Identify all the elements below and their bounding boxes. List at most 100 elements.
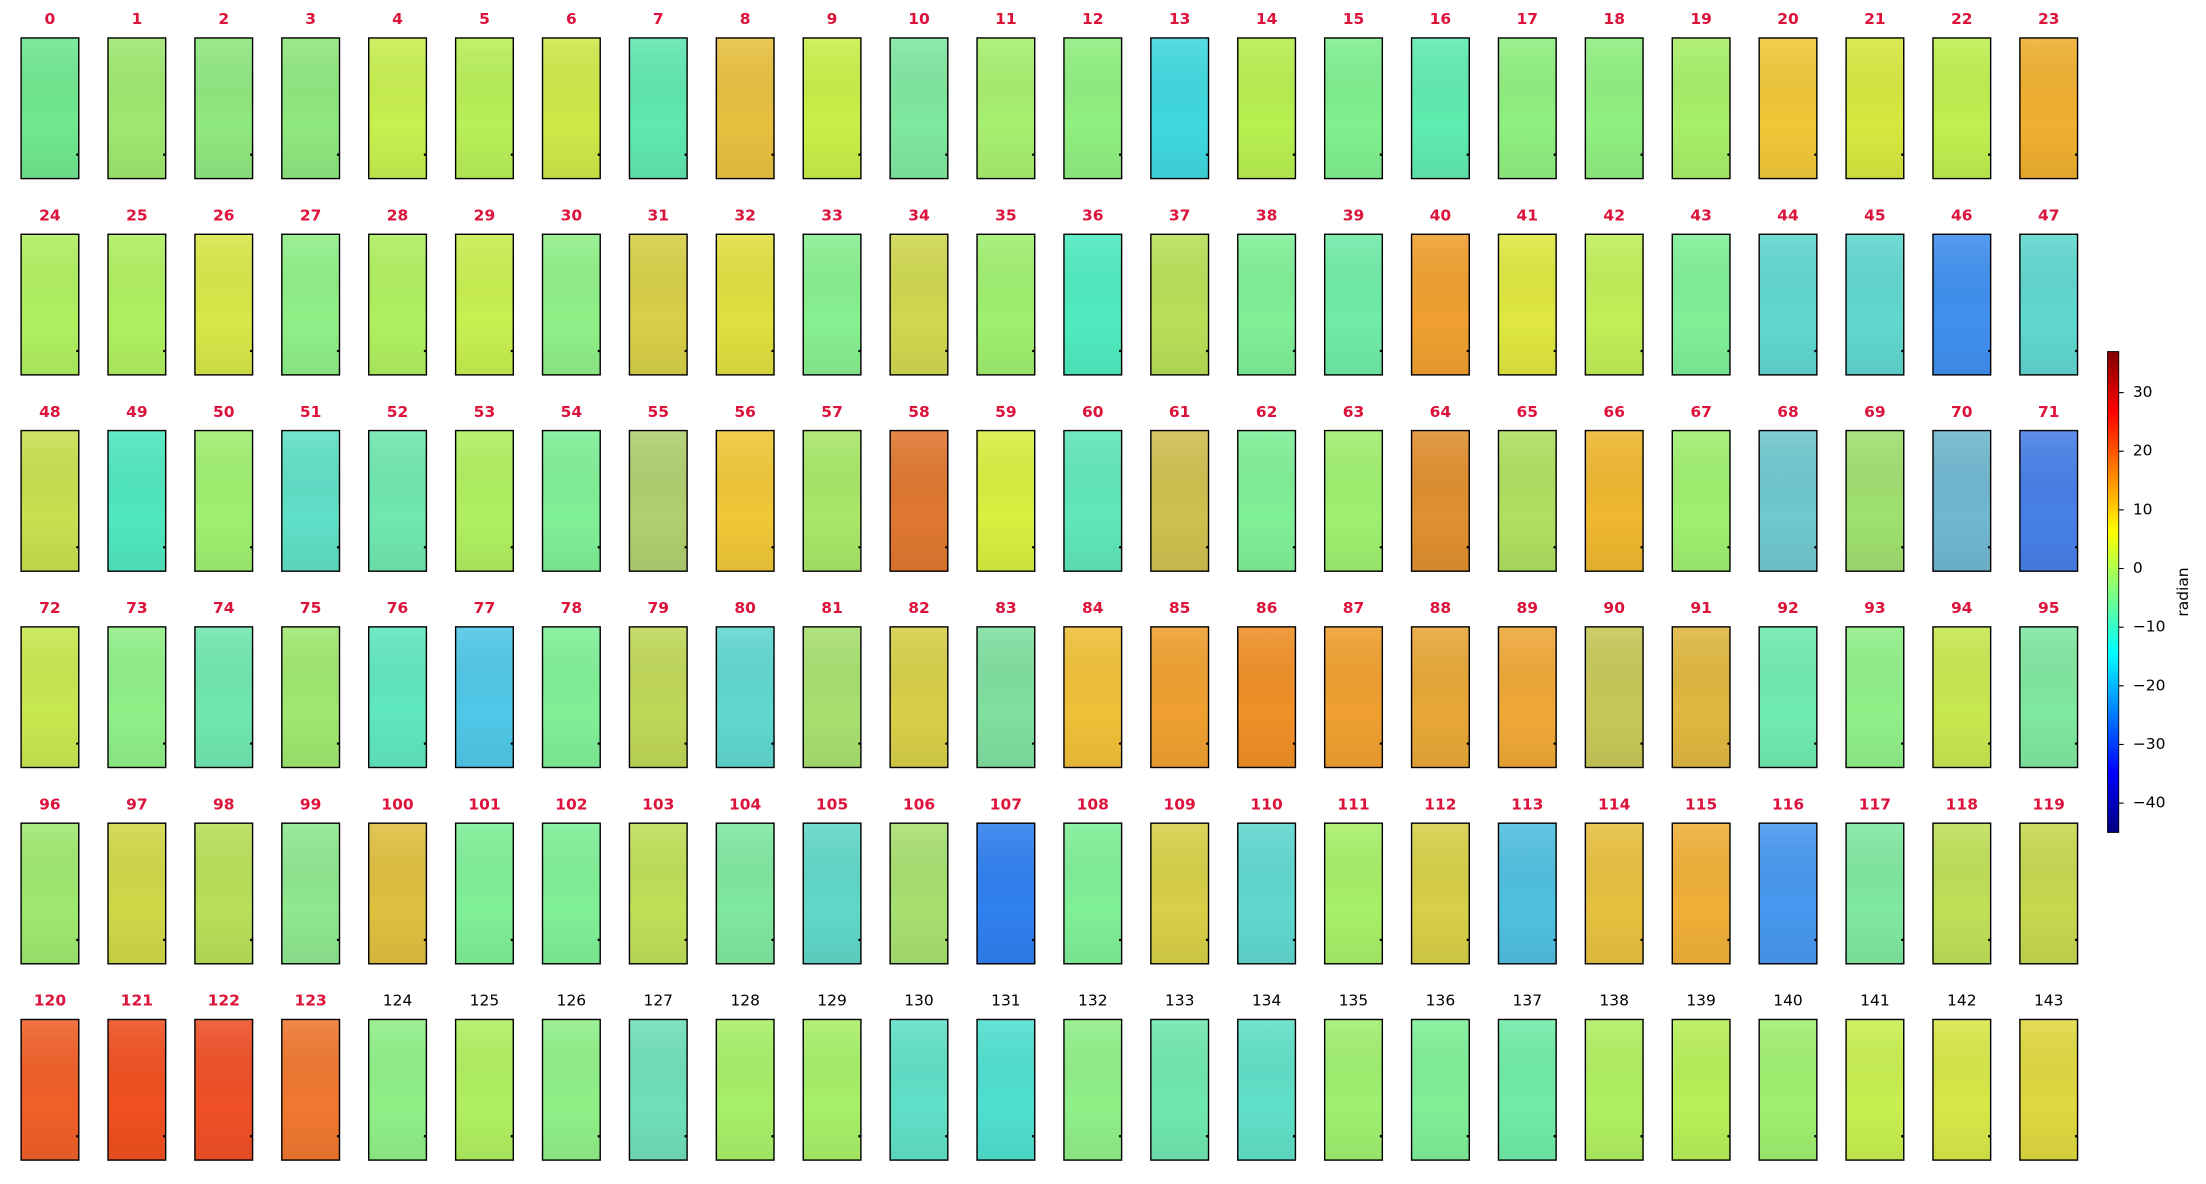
panel-marker — [771, 1134, 774, 1138]
panel-shade — [542, 234, 601, 375]
panel-shade — [455, 37, 514, 179]
panel-marker — [1553, 742, 1557, 745]
panel-title: 106 — [903, 795, 935, 813]
panel-frame — [1150, 822, 1210, 965]
panel-shade — [1237, 823, 1296, 964]
panel-marker — [1118, 1134, 1122, 1138]
panel-shade — [1846, 234, 1904, 375]
panel-shade — [1759, 430, 1817, 572]
panel-shade — [1498, 1019, 1557, 1161]
panel-frame — [1758, 626, 1818, 769]
panel-frame — [20, 626, 80, 769]
panel-shade — [977, 1019, 1035, 1161]
panel-marker — [945, 742, 948, 745]
panel-marker — [945, 153, 948, 156]
panel-title: 109 — [1164, 795, 1196, 813]
panel-frame — [1584, 233, 1644, 376]
panel-shade — [1324, 430, 1383, 572]
panel-frame — [281, 429, 341, 572]
panel-title: 143 — [2034, 992, 2064, 1010]
panel-shade — [194, 430, 253, 572]
panel-shade — [629, 37, 688, 179]
panel-frame — [1323, 626, 1384, 769]
panel-marker — [1901, 938, 1904, 942]
panel-title: 142 — [1947, 992, 1977, 1010]
panel-frame — [1063, 429, 1123, 572]
panel-shade — [1759, 823, 1817, 964]
panel-title: 115 — [1685, 795, 1717, 813]
panel-marker — [1292, 349, 1296, 353]
panel-shade — [890, 234, 948, 375]
panel-frame — [1063, 626, 1123, 769]
panel-title: 10 — [908, 10, 930, 28]
panel-frame — [715, 1018, 775, 1161]
panel-marker — [2074, 349, 2078, 353]
panel-marker — [423, 1134, 427, 1138]
panel-frame — [1584, 429, 1644, 572]
panel-title: 89 — [1517, 599, 1539, 617]
panel-title: 56 — [734, 403, 756, 421]
panel-frame — [1323, 429, 1384, 572]
panel-shade — [977, 823, 1035, 964]
panel-title: 141 — [1860, 992, 1890, 1010]
panel-title: 133 — [1165, 992, 1195, 1010]
panel-marker — [1466, 742, 1470, 745]
panel-marker — [1640, 742, 1643, 745]
panel-frame — [628, 822, 688, 965]
panel-title: 71 — [2038, 403, 2060, 421]
panel-title: 78 — [561, 599, 583, 617]
panel-shade — [455, 234, 514, 375]
panel-shade — [629, 430, 688, 572]
panel-shade — [1150, 626, 1209, 768]
panel-shade — [629, 626, 688, 768]
panel-frame — [1497, 37, 1557, 180]
panel-shade — [542, 1019, 601, 1161]
panel-frame — [368, 626, 428, 769]
panel-frame — [1410, 233, 1470, 376]
panel-frame — [1758, 822, 1818, 965]
panel-title: 35 — [995, 206, 1017, 224]
panel-frame — [1497, 429, 1557, 572]
panel-marker — [858, 546, 861, 549]
panel-frame — [1237, 626, 1297, 769]
panel-title: 125 — [470, 992, 500, 1010]
panel-shade — [803, 234, 861, 375]
panel-title: 91 — [1690, 599, 1712, 617]
panel-marker — [1901, 742, 1904, 745]
panel-title: 97 — [126, 795, 148, 813]
panel-marker — [336, 938, 340, 942]
panel-frame — [1323, 1018, 1384, 1161]
panel-title: 47 — [2038, 206, 2060, 224]
panel-marker — [1466, 546, 1470, 549]
panel-marker — [1292, 546, 1296, 549]
panel-frame — [1758, 429, 1818, 572]
panel-marker — [1987, 349, 1991, 353]
panel-frame — [1150, 626, 1210, 769]
panel-marker — [684, 546, 687, 549]
panel-shade — [1411, 37, 1470, 179]
panel-marker — [945, 349, 948, 353]
panel-frame — [976, 1018, 1036, 1161]
panel-frame — [1671, 233, 1731, 376]
panel-frame — [1758, 233, 1818, 376]
panel-title: 139 — [1686, 992, 1716, 1010]
panel-shade — [803, 823, 861, 964]
panel-frame — [20, 1018, 80, 1161]
panel-frame — [107, 37, 167, 180]
panel-frame — [1410, 429, 1470, 572]
panel-marker — [423, 546, 427, 549]
panel-frame — [2019, 626, 2079, 769]
panel-title: 108 — [1077, 795, 1109, 813]
panel-shade — [1063, 430, 1122, 572]
panel-frame — [1497, 233, 1557, 376]
panel-marker — [76, 742, 79, 745]
panel-marker — [597, 1134, 601, 1138]
panel-shade — [1237, 626, 1296, 768]
panel-frame — [20, 822, 80, 965]
panel-shade — [542, 430, 601, 572]
panel-shade — [1846, 430, 1904, 572]
panel-marker — [1379, 546, 1383, 549]
panel-shade — [542, 626, 601, 768]
panel-title: 1 — [131, 10, 142, 28]
panel-frame — [2019, 822, 2079, 965]
